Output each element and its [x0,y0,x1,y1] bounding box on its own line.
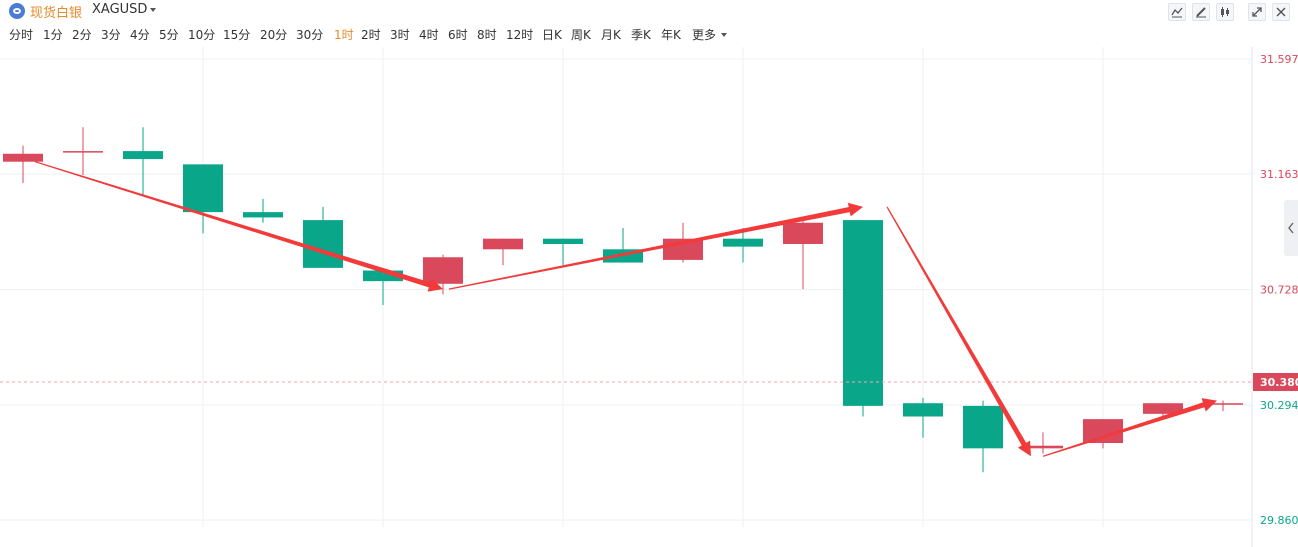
y-axis-tick-label: 31.163 [1260,168,1298,181]
candle-body[interactable] [483,238,523,250]
candle-body[interactable] [243,212,283,218]
period-0[interactable]: 分时 [9,28,34,42]
candle-body[interactable] [843,220,883,406]
candle-body[interactable] [1143,403,1183,414]
close-icon [1276,7,1286,17]
symbol-logo-icon [9,3,25,19]
trend-arrow[interactable] [886,206,1031,457]
candle-body[interactable] [3,153,43,162]
symbol-selector[interactable]: XAGUSD [92,2,157,17]
period-13[interactable]: 4时 [419,28,439,42]
indicator-button[interactable] [1168,3,1186,21]
period-6[interactable]: 10分 [188,28,216,42]
arrow-shaft [886,206,1029,449]
period-more[interactable]: 更多 [692,28,717,42]
current-price-tag [1253,372,1298,391]
candle-body[interactable] [423,257,463,284]
candlestick-chart[interactable]: 31.597 31.163 30.728 30.294 29.860 30.380 [0,47,1298,547]
period-1[interactable]: 1分 [43,28,63,42]
period-9[interactable]: 30分 [296,28,324,42]
period-14[interactable]: 6时 [448,28,468,42]
period-18[interactable]: 周K [571,28,591,42]
current-price-label: 30.380 [1260,376,1298,389]
candle-body[interactable] [963,405,1003,449]
candle-body[interactable] [1023,445,1063,449]
trend-arrow[interactable] [34,161,443,292]
period-7[interactable]: 15分 [223,28,251,42]
candle-body[interactable] [303,220,343,268]
candle-body[interactable] [1203,403,1243,405]
period-8[interactable]: 20分 [260,28,288,42]
chevron-left-icon [1288,222,1294,234]
close-button[interactable] [1272,3,1290,21]
arrow-head [1017,440,1031,457]
period-11[interactable]: 2时 [361,28,381,42]
period-10[interactable]: 1时 [334,28,354,42]
fullscreen-button[interactable] [1248,3,1266,21]
period-16[interactable]: 12时 [506,28,534,42]
period-17[interactable]: 日K [542,28,562,42]
period-19[interactable]: 月K [601,28,621,42]
period-15[interactable]: 8时 [477,28,497,42]
trend-arrow[interactable] [1042,398,1217,457]
candle-body[interactable] [183,164,223,213]
arrow-head [1201,398,1217,412]
arrow-head [427,278,443,292]
candle-style-icon [1221,7,1229,17]
draw-icon [1196,7,1206,18]
draw-button[interactable] [1192,3,1210,21]
candle-body[interactable] [543,238,583,244]
y-axis-tick-label: 30.294 [1260,399,1298,412]
chevron-down-icon [150,7,157,12]
period-3[interactable]: 3分 [101,28,121,42]
period-21[interactable]: 年K [661,28,681,42]
y-axis-tick-label: 31.597 [1260,53,1298,66]
toolbar [1168,3,1290,21]
arrow-shaft [1042,401,1209,457]
chevron-down-icon [721,33,727,37]
period-20[interactable]: 季K [631,28,651,42]
trend-arrow[interactable] [448,202,863,290]
symbol-code: XAGUSD [92,2,148,17]
candle-body[interactable] [903,403,943,417]
chart-header: 现货白银 XAGUSD [0,0,1298,22]
period-2[interactable]: 2分 [72,28,92,42]
y-axis-tick-label: 30.728 [1260,284,1298,297]
candle-body[interactable] [123,151,163,160]
candle-body[interactable] [723,238,763,247]
indicator-icon [1171,7,1183,18]
candle-body[interactable] [63,151,103,153]
candle-body[interactable] [1083,419,1123,444]
period-4[interactable]: 4分 [130,28,150,42]
candle-body[interactable] [363,270,403,282]
symbol-name[interactable]: 现货白银 [30,6,83,21]
candle-body[interactable] [783,222,823,244]
fullscreen-icon [1252,7,1262,17]
side-panel-toggle[interactable] [1284,200,1298,256]
period-12[interactable]: 3时 [390,28,410,42]
candle-style-button[interactable] [1216,3,1234,21]
period-5[interactable]: 5分 [159,28,179,42]
arrow-shaft [34,161,435,289]
y-axis-tick-label: 29.860 [1260,514,1298,527]
arrow-head [847,202,863,217]
arrow-shaft [448,206,854,290]
